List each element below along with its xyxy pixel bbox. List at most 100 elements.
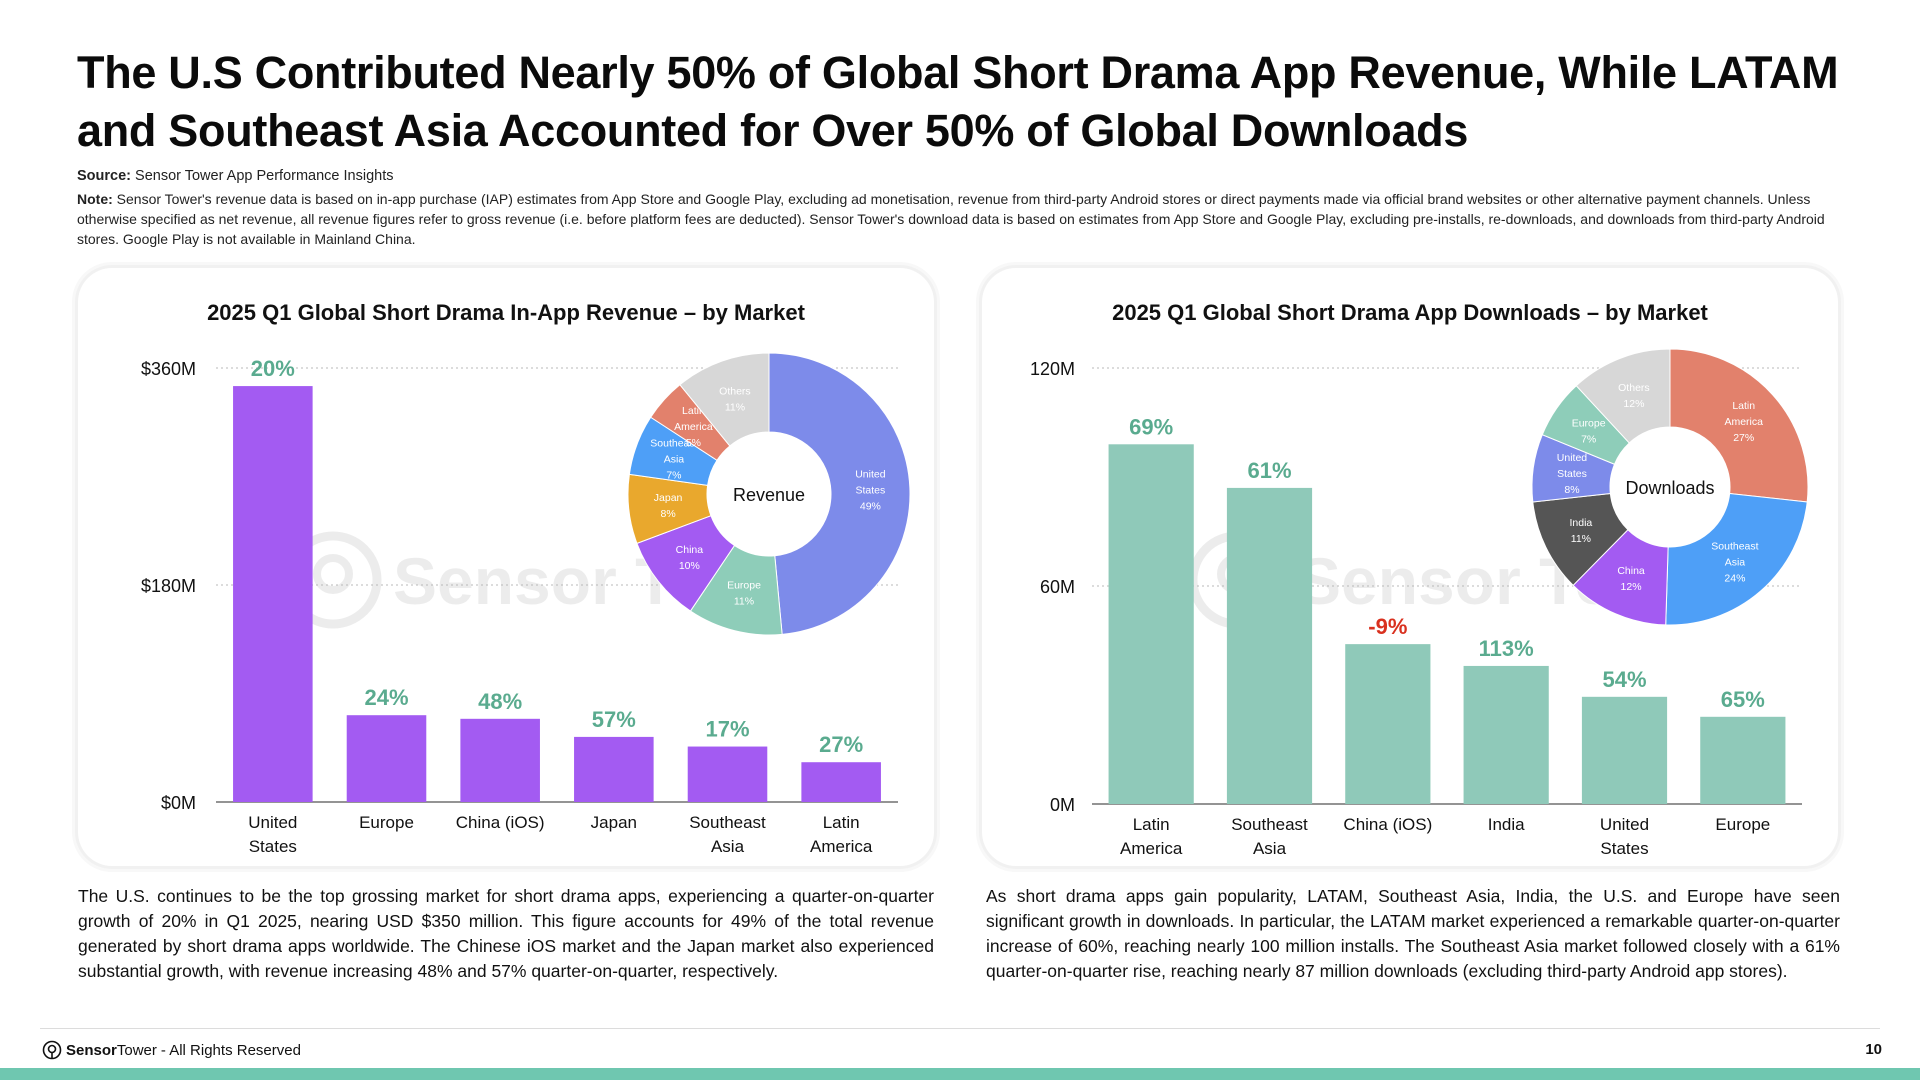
downloads-chart-panel: 2025 Q1 Global Short Drama App Downloads… [982, 268, 1838, 866]
bar-latin-america [1108, 444, 1194, 804]
x-tick-label-southeast-asia: Southeast Asia [1231, 815, 1308, 858]
chart-title: 2025 Q1 Global Short Drama App Downloads… [1112, 300, 1708, 325]
x-tick-label-europe: Europe [1715, 815, 1770, 834]
bar-europe [1700, 716, 1786, 804]
revenue-chart: 2025 Q1 Global Short Drama In-App Revenu… [141, 300, 911, 856]
y-tick-label: $360M [141, 359, 196, 379]
x-tick-label-china-ios: China (iOS) [1343, 815, 1432, 834]
donut-label-line: States [1557, 468, 1587, 480]
growth-label-china-ios: -9% [1368, 614, 1407, 639]
growth-label-latin-america: 69% [1129, 414, 1173, 439]
bar-southeast-asia [1226, 487, 1313, 804]
x-tick-label-china-ios: China (iOS) [456, 813, 545, 832]
footer-rights: - All Rights Reserved [160, 1041, 301, 1059]
revenue-chart-panel: 2025 Q1 Global Short Drama In-App Revenu… [78, 268, 934, 866]
x-tick-label-line: Europe [359, 813, 414, 832]
downloads-chart: 2025 Q1 Global Short Drama App Downloads… [1030, 300, 1809, 858]
bar-india [1463, 665, 1549, 804]
sensor-tower-logo-icon [42, 1040, 62, 1060]
bar-latin-america [801, 762, 881, 802]
donut-label-line: China [676, 544, 704, 556]
donut-label-united-states: United States 8% [1557, 452, 1588, 496]
donut-label-line: 10% [679, 560, 700, 572]
donut-label-southeast-asia: Southeast Asia 24% [1711, 541, 1758, 585]
donut-label-united-states: United States 49% [855, 468, 886, 512]
donut-label-line: 7% [1581, 434, 1596, 446]
x-tick-label-line: States [249, 837, 297, 856]
donut-label-line: Japan [654, 492, 683, 504]
donut-label-line: 7% [666, 469, 681, 481]
donut-label-latin-america: Latin America 5% [674, 405, 713, 449]
x-tick-label-united-states: United States [1600, 815, 1649, 858]
note-label: Note: [77, 191, 113, 207]
x-tick-label-latin-america: Latin America [1120, 815, 1183, 858]
growth-label-europe: 24% [364, 685, 408, 710]
donut-label-china: China 12% [1617, 565, 1645, 593]
donut-center-label: Downloads [1625, 478, 1714, 498]
source-label: Source: [77, 168, 131, 184]
note-line: Note: Sensor Tower's revenue data is bas… [77, 189, 1845, 249]
donut-label-line: Others [1618, 382, 1650, 394]
chart-title: 2025 Q1 Global Short Drama In-App Revenu… [207, 300, 806, 325]
downloads-description: As short drama apps gain popularity, LAT… [986, 886, 1840, 981]
donut-label-line: India [1570, 517, 1593, 529]
donut-label-others: Others 11% [719, 385, 751, 413]
donut-label-line: 8% [661, 508, 676, 520]
donut-label-japan: Japan 8% [654, 492, 683, 520]
x-tick-label-line: America [810, 837, 873, 856]
footer-brand-sensor: Sensor [66, 1041, 117, 1059]
donut-label-china: China 10% [676, 544, 704, 572]
growth-label-india: 113% [1479, 636, 1534, 661]
x-tick-label-india: India [1488, 815, 1525, 834]
donut-label-europe: Europe 7% [1572, 418, 1606, 446]
x-tick-label-line: Asia [711, 837, 745, 856]
x-tick-label-united-states: United States [248, 813, 297, 856]
growth-label-southeast-asia: 17% [705, 717, 749, 742]
revenue-description: The U.S. continues to be the top grossin… [78, 886, 934, 981]
donut-label-line: Asia [1725, 557, 1746, 569]
donut-slice-united-states [768, 352, 911, 635]
bar-china-ios [1345, 644, 1431, 804]
donut-label-europe: Europe 11% [727, 579, 761, 607]
donut-label-line: 11% [734, 595, 754, 607]
bar-southeast-asia [687, 746, 768, 802]
growth-label-latin-america: 27% [819, 732, 863, 757]
x-tick-label-line: States [1600, 839, 1648, 858]
x-tick-label-line: Latin [823, 813, 860, 832]
bar-china-ios [460, 718, 540, 802]
source-line: Source: Sensor Tower App Performance Ins… [77, 168, 393, 184]
x-tick-label-japan: Japan [591, 813, 637, 832]
donut-label-line: States [855, 484, 885, 496]
x-tick-label-line: China (iOS) [1343, 815, 1432, 834]
x-tick-label-europe: Europe [359, 813, 414, 832]
donut-center-label: Revenue [733, 485, 805, 505]
donut-label-latin-america: Latin America 27% [1724, 400, 1763, 444]
x-tick-label-southeast-asia: Southeast Asia [689, 813, 766, 856]
bar-united-states [1581, 696, 1668, 804]
donut-label-line: China [1617, 565, 1645, 577]
y-tick-label: $180M [141, 576, 196, 596]
watermark-icon-inner [313, 554, 353, 594]
y-tick-label: $0M [161, 793, 196, 813]
x-tick-label-line: India [1488, 815, 1525, 834]
growth-label-united-states: 20% [251, 356, 295, 381]
donut-label-line: 27% [1733, 432, 1754, 444]
donut-label-line: Europe [727, 579, 761, 591]
x-tick-label-latin-america: Latin America [810, 813, 873, 856]
donut-slice-others [679, 352, 770, 447]
donut-label-india: India 11% [1570, 517, 1593, 545]
x-tick-label-line: Southeast [1231, 815, 1308, 834]
donut-label-line: America [674, 421, 713, 433]
donut-label-line: 12% [1623, 398, 1644, 410]
page-title: The U.S Contributed Nearly 50% of Global… [77, 47, 1839, 156]
x-tick-label-line: United [1600, 815, 1649, 834]
donut-label-line: Europe [1572, 418, 1606, 430]
donut-label-line: 8% [1564, 484, 1579, 496]
donut-label-line: 24% [1724, 573, 1745, 585]
bar-japan [574, 736, 654, 802]
growth-label-japan: 57% [592, 707, 636, 732]
donut-label-line: 5% [686, 437, 701, 449]
page-number: 10 [1865, 1041, 1882, 1058]
x-tick-label-line: Southeast [689, 813, 766, 832]
y-tick-label: 60M [1040, 577, 1075, 597]
